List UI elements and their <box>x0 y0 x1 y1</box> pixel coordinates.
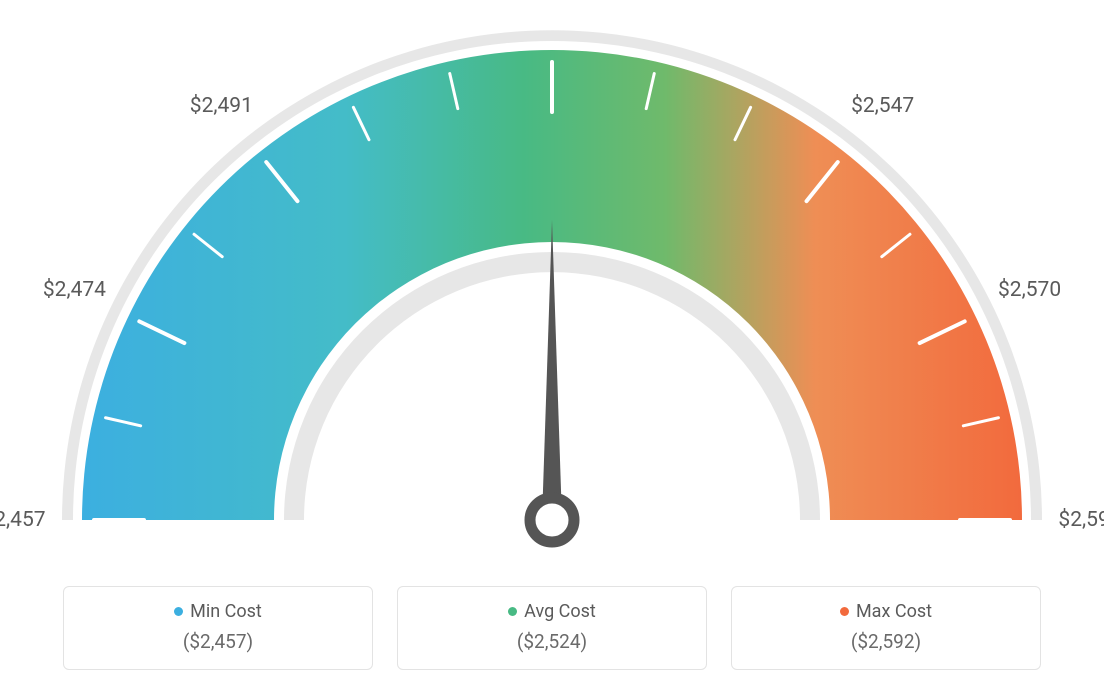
summary-row: Min Cost ($2,457) Avg Cost ($2,524) Max … <box>0 586 1104 670</box>
min-cost-card: Min Cost ($2,457) <box>63 586 373 670</box>
min-cost-title-text: Min Cost <box>190 601 262 622</box>
max-cost-card: Max Cost ($2,592) <box>731 586 1041 670</box>
max-cost-value: ($2,592) <box>732 630 1040 653</box>
gauge-svg <box>0 0 1104 560</box>
gauge-chart: $2,457$2,474$2,491$2,524$2,547$2,570$2,5… <box>0 0 1104 560</box>
gauge-tick-label: $2,592 <box>1058 508 1104 532</box>
avg-cost-dot-icon <box>508 607 517 616</box>
gauge-tick-label: $2,570 <box>998 278 1061 302</box>
min-cost-value: ($2,457) <box>64 630 372 653</box>
avg-cost-value: ($2,524) <box>398 630 706 653</box>
gauge-tick-label: $2,457 <box>0 508 46 532</box>
gauge-tick-label: $2,547 <box>851 94 914 118</box>
gauge-tick-label: $2,474 <box>43 278 106 302</box>
avg-cost-title-text: Avg Cost <box>524 601 596 622</box>
min-cost-title: Min Cost <box>174 601 262 622</box>
max-cost-dot-icon <box>840 607 849 616</box>
avg-cost-title: Avg Cost <box>508 601 596 622</box>
min-cost-dot-icon <box>174 607 183 616</box>
max-cost-title: Max Cost <box>840 601 932 622</box>
max-cost-title-text: Max Cost <box>856 601 932 622</box>
gauge-tick-label: $2,491 <box>190 94 253 118</box>
avg-cost-card: Avg Cost ($2,524) <box>397 586 707 670</box>
